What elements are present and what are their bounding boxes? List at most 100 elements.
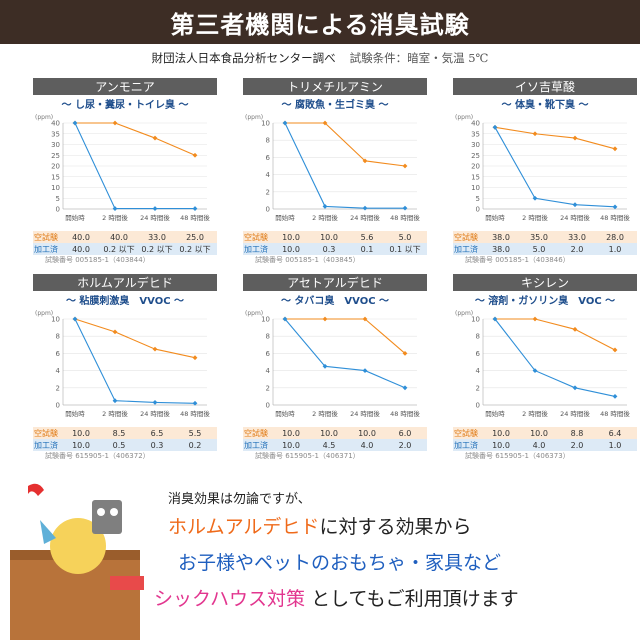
- y-tick-label: 4: [56, 367, 61, 375]
- value-cell: 0.2 以下: [179, 244, 211, 254]
- x-tick-label: 2 時間後: [312, 409, 338, 418]
- chart-title: トリメチルアミン: [243, 78, 427, 95]
- test-number: 試験番号 615905-1（406372）: [45, 452, 150, 460]
- treated-values-row: 加工済 10.0 0.5 0.3 0.2: [33, 439, 217, 451]
- blank-values-row: 空試験 38.0 35.0 33.0 28.0: [453, 231, 637, 243]
- chart-title: ホルムアルデヒド: [33, 274, 217, 291]
- robot-icon: [92, 500, 122, 534]
- chart-panel: アンモニア ～ し尿・糞尿・トイレ臭 ～ (ppm) 0 5 10 15 20 25 30 35 40…: [33, 78, 217, 265]
- y-tick-label: 0: [476, 206, 480, 214]
- row-label: 加工済: [454, 440, 478, 450]
- treated-series-line: [494, 318, 616, 397]
- value-cell: 35.0: [530, 232, 548, 242]
- treated-series-point: [72, 120, 78, 126]
- value-cell: 5.5: [188, 428, 202, 438]
- row-label: 空試験: [34, 428, 58, 438]
- x-tick-label: 48 時間後: [180, 213, 210, 222]
- message-line-4: シックハウス対策 としてもご利用頂けます: [154, 584, 519, 611]
- treated-values-row: 加工済 10.0 4.5 4.0 2.0: [243, 439, 427, 451]
- y-tick-label: 2: [476, 384, 480, 392]
- value-cell: 4.5: [322, 440, 336, 450]
- treated-values-row: 加工済 10.0 0.3 0.1 0.1 以下: [243, 243, 427, 255]
- y-tick-label: 6: [266, 350, 271, 358]
- line-chart: (ppm) 0 5 10 15 20 25 30 35 40 開始時 2 時間後 24 時間後 48 時間…: [35, 114, 210, 222]
- x-tick-label: 開始時: [275, 213, 295, 222]
- message-line-4-highlight: シックハウス対策: [154, 588, 306, 610]
- treated-series-point: [152, 400, 158, 405]
- value-cell: 0.2: [188, 440, 202, 450]
- test-source: 財団法人日本食品分析センター調べ 試験条件：暗室・気温 5℃: [0, 50, 640, 66]
- blank-series-line: [285, 122, 406, 167]
- value-cell: 10.0: [358, 428, 376, 438]
- row-label: 加工済: [34, 244, 58, 254]
- y-tick-label: 30: [51, 141, 60, 149]
- x-tick-label: 48 時間後: [600, 409, 630, 418]
- unit-label: (ppm): [455, 310, 473, 317]
- toy-box-illustration: [10, 483, 144, 640]
- row-label: 空試験: [244, 428, 268, 438]
- blank-series-point: [192, 152, 198, 158]
- x-tick-label: 開始時: [275, 409, 295, 418]
- blank-series-point: [322, 316, 328, 322]
- line-chart: (ppm) 0 2 4 6 8 10 開始時 2 時間後 24 時間後 48 時間後: [35, 310, 210, 418]
- treated-series-line: [284, 318, 406, 389]
- test-condition: 試験条件：暗室・気温 5℃: [349, 51, 489, 65]
- value-cell: 10.0: [320, 428, 338, 438]
- y-tick-label: 0: [266, 206, 270, 214]
- y-tick-label: 10: [51, 316, 60, 324]
- value-cell: 6.5: [150, 428, 164, 438]
- test-organization: 財団法人日本食品分析センター調べ: [151, 51, 336, 65]
- y-tick-label: 20: [51, 163, 60, 171]
- value-cell: 5.6: [360, 232, 374, 242]
- chart-subtitle: ～ タバコ臭 VVOC ～: [280, 295, 390, 307]
- treated-series-point: [572, 385, 578, 391]
- y-tick-label: 10: [51, 184, 60, 192]
- blank-series-line: [285, 318, 406, 354]
- treated-series-point: [192, 400, 198, 406]
- x-tick-label: 24 時間後: [140, 409, 170, 418]
- value-cell: 40.0: [110, 232, 128, 242]
- x-tick-label: 24 時間後: [560, 409, 590, 418]
- test-number: 試験番号 005185-1（403846）: [465, 256, 570, 264]
- test-number: 試験番号 005185-1（403845）: [255, 256, 360, 264]
- value-cell: 0.1: [360, 244, 374, 254]
- y-tick-label: 10: [261, 316, 270, 324]
- message-line-3: お子様やペットのおもちゃ・家具など: [178, 552, 502, 574]
- line-chart: (ppm) 0 2 4 6 8 10 開始時 2 時間後 24 時間後 48 時間後: [245, 310, 420, 418]
- value-cell: 10.0: [320, 232, 338, 242]
- value-cell: 10.0: [282, 244, 300, 254]
- y-tick-label: 40: [471, 120, 480, 128]
- y-tick-label: 5: [56, 195, 60, 203]
- value-cell: 25.0: [186, 232, 204, 242]
- y-tick-label: 35: [471, 130, 480, 138]
- toy-car-icon: [110, 576, 144, 590]
- treated-series-line: [284, 122, 405, 209]
- magnet-icon: [28, 483, 44, 496]
- blank-values-row: 空試験 10.0 8.5 6.5 5.5: [33, 427, 217, 439]
- value-cell: 2.0: [570, 244, 584, 254]
- chart-panel: イソ吉草酸 ～ 体臭・靴下臭 ～ (ppm) 0 5 10 15 20 25 30 35 40 開始時 2…: [453, 78, 637, 265]
- blank-series-point: [152, 135, 158, 141]
- x-tick-label: 2 時間後: [522, 409, 548, 418]
- treated-series-point: [402, 205, 408, 211]
- y-tick-label: 6: [56, 350, 61, 358]
- message-line-2-highlight: ホルムアルデヒド: [168, 516, 320, 538]
- treated-series-point: [152, 206, 158, 211]
- row-label: 空試験: [244, 232, 268, 242]
- message-line-2: ホルムアルデヒドに対する効果から: [168, 512, 471, 539]
- value-cell: 10.0: [72, 428, 90, 438]
- treated-series-point: [532, 195, 538, 201]
- y-tick-label: 20: [471, 163, 480, 171]
- message-line-1: 消臭効果は勿論ですが、: [168, 492, 311, 507]
- value-cell: 33.0: [148, 232, 166, 242]
- x-tick-label: 48 時間後: [180, 409, 210, 418]
- treated-values-row: 加工済 38.0 5.0 2.0 1.0: [453, 243, 637, 255]
- unit-label: (ppm): [35, 310, 53, 317]
- blank-series-point: [572, 326, 578, 332]
- value-cell: 40.0: [72, 232, 90, 242]
- row-label: 加工済: [244, 440, 268, 450]
- blank-values-row: 空試験 40.0 40.0 33.0 25.0: [33, 231, 217, 243]
- ball-icon: [50, 518, 106, 574]
- blank-series-line: [74, 318, 196, 359]
- y-tick-label: 0: [476, 402, 480, 410]
